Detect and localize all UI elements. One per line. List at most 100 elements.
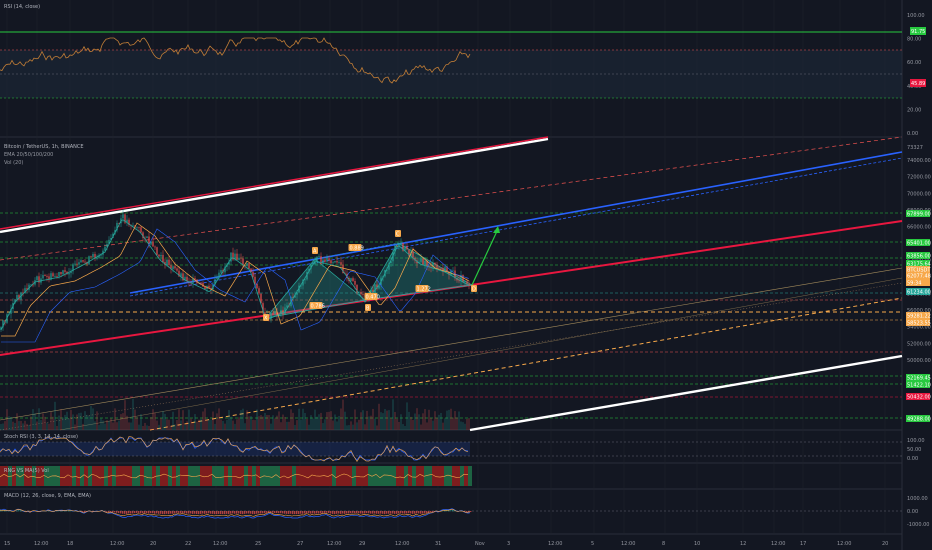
macd-signal-line (0, 508, 471, 517)
ma-line (0, 473, 469, 479)
price-axis-tick: 70000.00 (907, 191, 931, 197)
rsi-axis-tick: 60.00 (907, 60, 921, 66)
tag-resistance-1-bg (906, 210, 930, 217)
stoch-d-line (0, 436, 469, 462)
macd-axis: 1000.00 0.00 -1000.00 (907, 496, 929, 528)
macd-axis-tick: 1000.00 (907, 496, 928, 502)
price-axis-tick: 74000.00 (907, 158, 931, 164)
time-axis-label: 12:00 (110, 541, 124, 547)
volume-bars (0, 398, 470, 430)
time-axis-label: 12:00 (837, 541, 851, 547)
pattern-point-b-bg (365, 304, 371, 311)
channel-faint (59, 277, 903, 431)
indicator-ema: EMA 20/50/100/200 (4, 152, 53, 158)
ratio-bd-bg (364, 293, 378, 300)
tag-last-price-bg (906, 272, 930, 279)
stoch-k-line (0, 437, 469, 461)
macd-axis-tick: 0.00 (907, 509, 918, 515)
tag-level-4: 63175.64 (907, 262, 931, 268)
tag-support-1: 61234.00 (907, 290, 931, 296)
stoch-axis: 100.00 50.00 0.00 (907, 438, 925, 462)
time-axis-label: 25 (255, 541, 261, 547)
channel-brown-dotted (0, 282, 903, 431)
tag-countdown-bg (906, 279, 930, 286)
rsi-tag-top: 91.75 (911, 29, 925, 35)
stoch-band (0, 442, 470, 456)
pattern-labels: X A B C D 0.786 0.889 0.470 1.272 (263, 230, 477, 322)
time-axis[interactable]: 15 12:00 18 12:00 20 22 12:00 25 27 12:00 29 12:00 3… (4, 541, 888, 547)
projection-arrow (471, 228, 499, 286)
indicator-vol: Vol (20) (4, 160, 23, 166)
stoch-pane: Stoch RSI (3, 3, 14, 14, close) 100.00 50… (0, 434, 925, 462)
pattern-point-c-bg (395, 230, 401, 237)
ratio-bd: 0.470 (366, 295, 380, 301)
channel-red-dashed (0, 136, 903, 261)
pattern-point-b: B (366, 306, 370, 312)
pattern-point-a: A (313, 249, 317, 255)
time-axis-label: 12 (740, 541, 746, 547)
ma-title: RNG VS MA(5) Vol (4, 468, 49, 474)
time-axis-label: 15 (4, 541, 10, 547)
rsi-pane: RSI (14, close) 100.0080.0060.0040.0020.… (0, 4, 926, 137)
time-axis-label: 12:00 (621, 541, 635, 547)
ema-100-line (1, 228, 470, 343)
stoch-axis-tick: 100.00 (907, 438, 925, 444)
rsi-axis-tick: 0.00 (907, 131, 918, 137)
tag-support-7: 49288.00 (907, 417, 931, 423)
pattern-point-d: D (472, 287, 476, 293)
ratio-xd: 1.272 (417, 287, 431, 293)
tag-support-1-bg (906, 288, 930, 295)
time-axis-label: 27 (297, 541, 303, 547)
price-axis-tick: 72000.00 (907, 175, 931, 181)
time-axis-label: 12:00 (395, 541, 409, 547)
time-axis-label: 29 (359, 541, 365, 547)
macd-pane: MACD (12, 26, close, 9, EMA, EMA) 1000.0… (0, 493, 929, 528)
time-axis-label: Nov (475, 541, 485, 547)
time-axis-label: 12:00 (771, 541, 785, 547)
pattern-point-d-bg (471, 285, 477, 292)
stoch-title: Stoch RSI (3, 3, 14, 14, close) (4, 434, 78, 440)
tag-countdown: 59:34 (907, 281, 921, 287)
channel-bottom-white (469, 354, 903, 432)
axis-top-value: 73327 (907, 145, 923, 151)
tag-level-4-bg (906, 260, 930, 267)
ratio-xb: 0.786 (311, 304, 325, 310)
pattern-point-x-bg (263, 314, 269, 321)
tag-support-6-bg (906, 393, 930, 400)
tag-support-6: 50432.00 (907, 395, 931, 401)
time-axis-label: 22 (185, 541, 191, 547)
tag-support-5: 51422.10 (907, 383, 931, 389)
tag-symbol-bg (906, 266, 930, 273)
time-axis-label: 12:00 (327, 541, 341, 547)
price-axis-tick: 56000.00 (907, 308, 931, 314)
ratio-xb-bg (309, 302, 323, 309)
rsi-line (0, 37, 471, 84)
price-axis-tick: 50000.00 (907, 358, 931, 364)
tag-resistance-2: 65401.00 (907, 241, 931, 247)
tag-resistance-2-bg (906, 239, 930, 246)
tag-last-price: 62077.48 (907, 274, 931, 280)
time-axis-label: 12:00 (213, 541, 227, 547)
main-title: Bitcoin / TetherUS, 1h, BINANCE (4, 144, 84, 150)
time-axis-label: 12:00 (548, 541, 562, 547)
horizontal-levels (0, 212, 902, 419)
time-axis-label: 3 (507, 541, 510, 547)
rsi-title: RSI (14, close) (4, 4, 40, 10)
channel-orange-dashed (149, 297, 903, 431)
time-axis-label: 10 (694, 541, 700, 547)
stoch-axis-tick: 0.00 (907, 456, 918, 462)
tag-support-7-bg (906, 415, 930, 422)
main-pane: X A B C D 0.786 0.889 0.470 1.272 Bitcoin / Teth… (0, 136, 931, 432)
tag-support-3-bg (906, 319, 930, 326)
time-axis-label: 31 (435, 541, 441, 547)
macd-title: MACD (12, 26, close, 9, EMA, EMA) (4, 493, 91, 499)
ratio-ac-bg (348, 244, 362, 251)
ema-20-line (0, 219, 470, 331)
pattern-point-x: X (264, 316, 268, 322)
price-tags: 67899.0065401.0063856.0063175.64BTCUSDT6… (906, 210, 931, 423)
price-axis-tick: 52000.00 (907, 341, 931, 347)
pattern-point-a-bg (312, 247, 318, 254)
channel-top-white (0, 137, 549, 234)
time-axis-label: 12:00 (34, 541, 48, 547)
